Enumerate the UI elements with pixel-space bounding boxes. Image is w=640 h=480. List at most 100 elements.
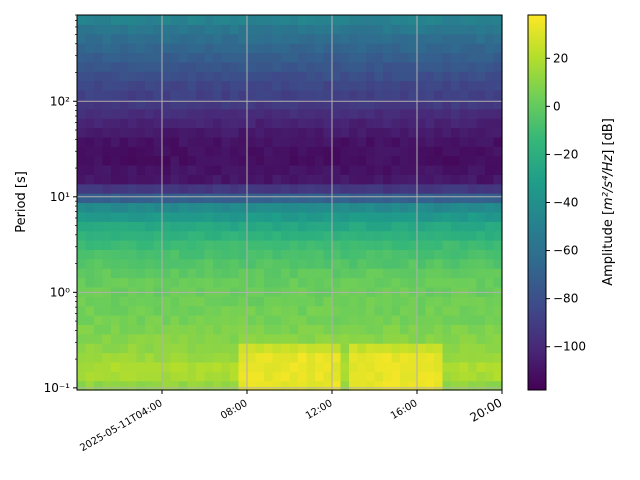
heatmap-cell — [111, 99, 121, 110]
heatmap-cell — [493, 80, 503, 91]
heatmap-cell — [128, 108, 138, 119]
heatmap-cell — [366, 371, 376, 382]
heatmap-cell — [85, 165, 95, 175]
heatmap-cell — [485, 371, 495, 382]
heatmap-cell — [94, 80, 104, 91]
heatmap-cell — [128, 61, 138, 72]
heatmap-cell — [357, 371, 367, 382]
heatmap-cell — [485, 118, 495, 129]
heatmap-cell — [119, 80, 129, 91]
heatmap-cell — [230, 380, 240, 391]
heatmap-cell — [145, 165, 155, 175]
heatmap-cell — [272, 52, 282, 63]
heatmap-cell — [417, 221, 427, 232]
heatmap-cell — [196, 15, 206, 25]
heatmap-cell — [230, 108, 240, 119]
heatmap-cell — [383, 268, 393, 279]
heatmap-cell — [77, 52, 87, 63]
heatmap-cell — [451, 43, 461, 54]
heatmap-cell — [323, 52, 333, 63]
heatmap-cell — [289, 15, 299, 25]
heatmap-cell — [77, 61, 87, 72]
heatmap-cell — [366, 174, 376, 185]
heatmap-cell — [162, 24, 172, 35]
heatmap-cell — [493, 240, 503, 250]
heatmap-cell — [221, 361, 231, 372]
heatmap-cell — [468, 99, 478, 110]
heatmap-cell — [153, 61, 163, 72]
heatmap-cell — [119, 361, 129, 372]
heatmap-cell — [238, 90, 248, 100]
heatmap-cell — [459, 15, 469, 25]
heatmap-cell — [332, 352, 342, 363]
heatmap-cell — [476, 43, 486, 54]
heatmap-cell — [247, 221, 257, 232]
heatmap-cell — [204, 52, 214, 63]
heatmap-cell — [170, 80, 180, 91]
heatmap-cell — [272, 33, 282, 44]
heatmap-cell — [145, 249, 155, 260]
heatmap-cell — [442, 165, 452, 175]
heatmap-cell — [230, 146, 240, 157]
heatmap-cell — [323, 324, 333, 335]
heatmap-cell — [119, 99, 129, 110]
heatmap-cell — [289, 305, 299, 316]
heatmap-cell — [179, 71, 189, 82]
heatmap-cell — [357, 174, 367, 185]
heatmap-cell — [221, 165, 231, 175]
heatmap-cell — [451, 183, 461, 194]
heatmap-cell — [476, 155, 486, 166]
heatmap-cell — [468, 211, 478, 222]
heatmap-cell — [94, 136, 104, 147]
heatmap-cell — [153, 146, 163, 157]
heatmap-cell — [94, 380, 104, 391]
heatmap-cell — [425, 324, 435, 335]
heatmap-cell — [493, 333, 503, 344]
heatmap-cell — [298, 183, 308, 194]
heatmap-cell — [442, 99, 452, 110]
heatmap-cell — [332, 230, 342, 241]
heatmap-cell — [417, 71, 427, 82]
heatmap-cell — [323, 371, 333, 382]
heatmap-cell — [170, 15, 180, 25]
heatmap-cell — [366, 80, 376, 91]
heatmap-cell — [247, 315, 257, 325]
heatmap-cell — [349, 193, 359, 204]
heatmap-cell — [425, 146, 435, 157]
heatmap-cell — [255, 268, 265, 279]
heatmap-cell — [451, 24, 461, 35]
heatmap-cell — [128, 24, 138, 35]
heatmap-cell — [485, 90, 495, 100]
heatmap-cell — [255, 61, 265, 72]
heatmap-cell — [425, 258, 435, 269]
heatmap-cell — [425, 221, 435, 232]
heatmap-cell — [442, 127, 452, 138]
heatmap-cell — [111, 221, 121, 232]
heatmap-cell — [306, 165, 316, 175]
heatmap-cell — [485, 71, 495, 82]
heatmap-cell — [85, 183, 95, 194]
heatmap-cell — [366, 33, 376, 44]
heatmap-cell — [298, 361, 308, 372]
heatmap-cell — [468, 174, 478, 185]
heatmap-cell — [247, 211, 257, 222]
heatmap-cell — [485, 268, 495, 279]
heatmap-cell — [111, 33, 121, 44]
heatmap-cell — [400, 155, 410, 166]
heatmap-cell — [238, 380, 248, 391]
heatmap-cell — [213, 99, 223, 110]
heatmap-cell — [425, 24, 435, 35]
heatmap-cell — [349, 221, 359, 232]
heatmap-cell — [162, 324, 172, 335]
heatmap-cell — [102, 333, 112, 344]
heatmap-cell — [94, 165, 104, 175]
heatmap-cell — [357, 24, 367, 35]
heatmap-cell — [340, 361, 350, 372]
heatmap-cell — [391, 240, 401, 250]
heatmap-cell — [272, 193, 282, 204]
heatmap-cell — [170, 305, 180, 316]
heatmap-cell — [145, 90, 155, 100]
heatmap-cell — [442, 324, 452, 335]
heatmap-cell — [468, 127, 478, 138]
heatmap-cell — [357, 230, 367, 241]
